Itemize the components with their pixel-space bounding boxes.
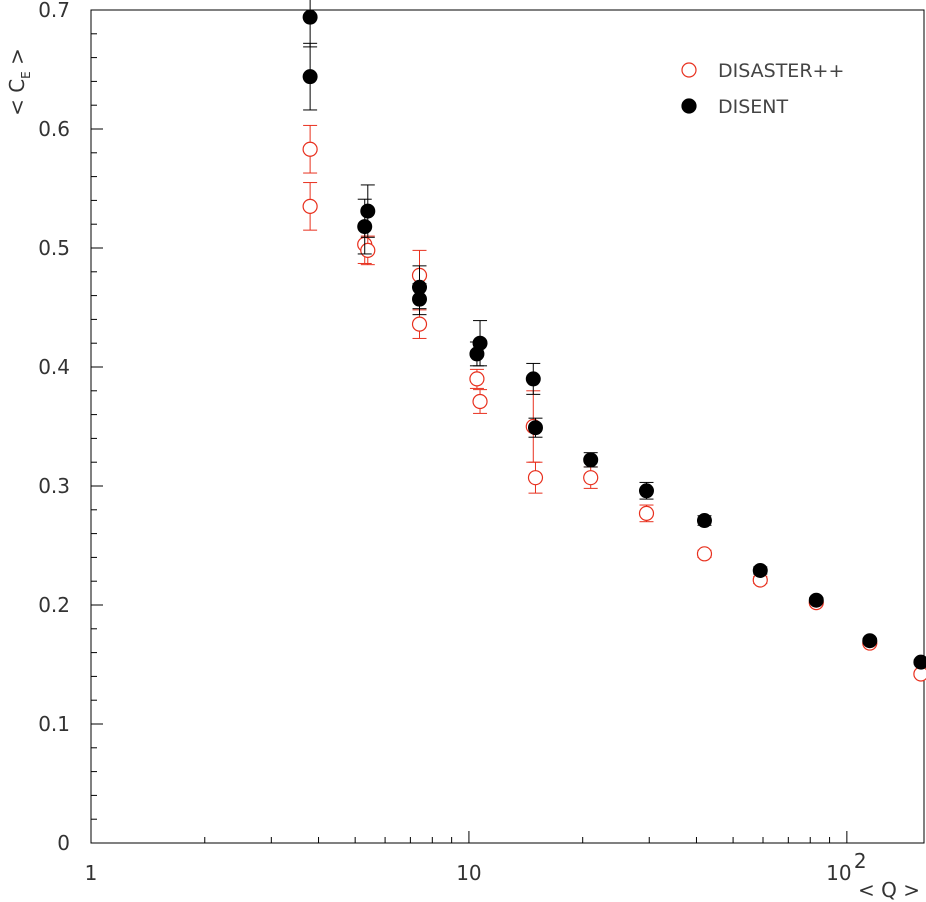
marker-filled-circle <box>913 654 926 670</box>
y-tick-label: 0.4 <box>38 355 70 379</box>
disaster-point <box>696 546 713 562</box>
marker-filled-circle <box>302 69 318 85</box>
plot-frame <box>90 9 925 844</box>
data-points <box>302 0 926 682</box>
disent-point <box>302 0 318 48</box>
legend-label: DISENT <box>718 96 789 118</box>
disaster-point <box>302 124 318 174</box>
disent-point <box>360 184 376 238</box>
disent-point <box>472 320 488 367</box>
y-tick-label: 0.2 <box>38 593 70 617</box>
disaster-point <box>472 389 488 414</box>
x-axis-title: < Q > <box>858 878 920 902</box>
marker-filled-circle <box>302 9 318 25</box>
disaster-point <box>527 461 544 494</box>
marker-filled-circle <box>696 513 712 529</box>
x-tick-label: 10 <box>456 861 481 885</box>
x-tick-labels: 1 10 10 2 <box>85 849 867 885</box>
disent-point <box>527 417 543 438</box>
marker-filled-circle <box>360 203 376 219</box>
y-tick-label: 0.1 <box>38 712 70 736</box>
marker-filled-circle <box>808 592 824 608</box>
disaster-point <box>638 504 655 523</box>
disaster-point <box>583 466 599 489</box>
x-tick-exponent: 2 <box>854 849 867 873</box>
y-tick-labels: 0 0.1 0.2 0.3 0.4 0.5 0.6 0.7 <box>38 0 70 855</box>
marker-filled-circle <box>357 219 373 235</box>
y-tick-label: 0.7 <box>38 0 70 22</box>
marker-filled-circle <box>472 335 488 351</box>
disent-point <box>412 283 428 316</box>
x-tick-label: 10 <box>826 861 851 885</box>
disent-point <box>862 633 878 649</box>
marker-filled-circle <box>525 371 541 387</box>
y-tick-label: 0.5 <box>38 236 70 260</box>
plot-axes <box>90 9 925 844</box>
legend-marker-disent <box>681 98 697 114</box>
disent-point <box>696 513 712 529</box>
disent-point <box>302 42 318 111</box>
disaster-point <box>302 182 318 231</box>
marker-open-circle <box>472 393 488 410</box>
y-axis-title-close: > <box>5 48 29 71</box>
y-axis-title-sub: E <box>19 71 33 79</box>
marker-filled-circle <box>583 452 599 468</box>
disent-point <box>638 481 654 500</box>
legend-label: DISASTER++ <box>718 60 844 82</box>
marker-open-circle <box>411 316 428 332</box>
marker-open-circle <box>360 242 376 258</box>
marker-filled-circle <box>752 562 768 578</box>
legend: DISASTER++ DISENT <box>681 60 844 118</box>
y-tick-label: 0 <box>57 831 70 855</box>
legend-marker-disaster <box>681 62 697 78</box>
marker-open-circle <box>638 505 655 521</box>
y-axis-title-main: < C <box>5 79 29 116</box>
disaster-point <box>913 666 926 682</box>
marker-open-circle <box>696 546 713 562</box>
disent-point <box>808 592 824 608</box>
y-tick-label: 0.6 <box>38 117 70 141</box>
disaster-point <box>469 368 485 389</box>
marker-open-circle <box>583 470 599 486</box>
marker-filled-circle <box>862 633 878 649</box>
y-axis-title: < CE > <box>5 48 33 116</box>
x-tick-label: 1 <box>85 861 98 885</box>
disent-point <box>583 452 599 468</box>
disent-point <box>913 654 926 670</box>
marker-filled-circle <box>412 291 428 307</box>
marker-filled-circle <box>527 420 543 436</box>
marker-open-circle <box>527 470 544 486</box>
marker-open-circle <box>469 371 485 387</box>
disent-point <box>752 562 768 578</box>
marker-open-circle <box>302 198 318 214</box>
y-tick-label: 0.3 <box>38 474 70 498</box>
marker-filled-circle <box>638 483 654 499</box>
marker-open-circle <box>302 141 318 157</box>
disent-point <box>525 362 541 395</box>
